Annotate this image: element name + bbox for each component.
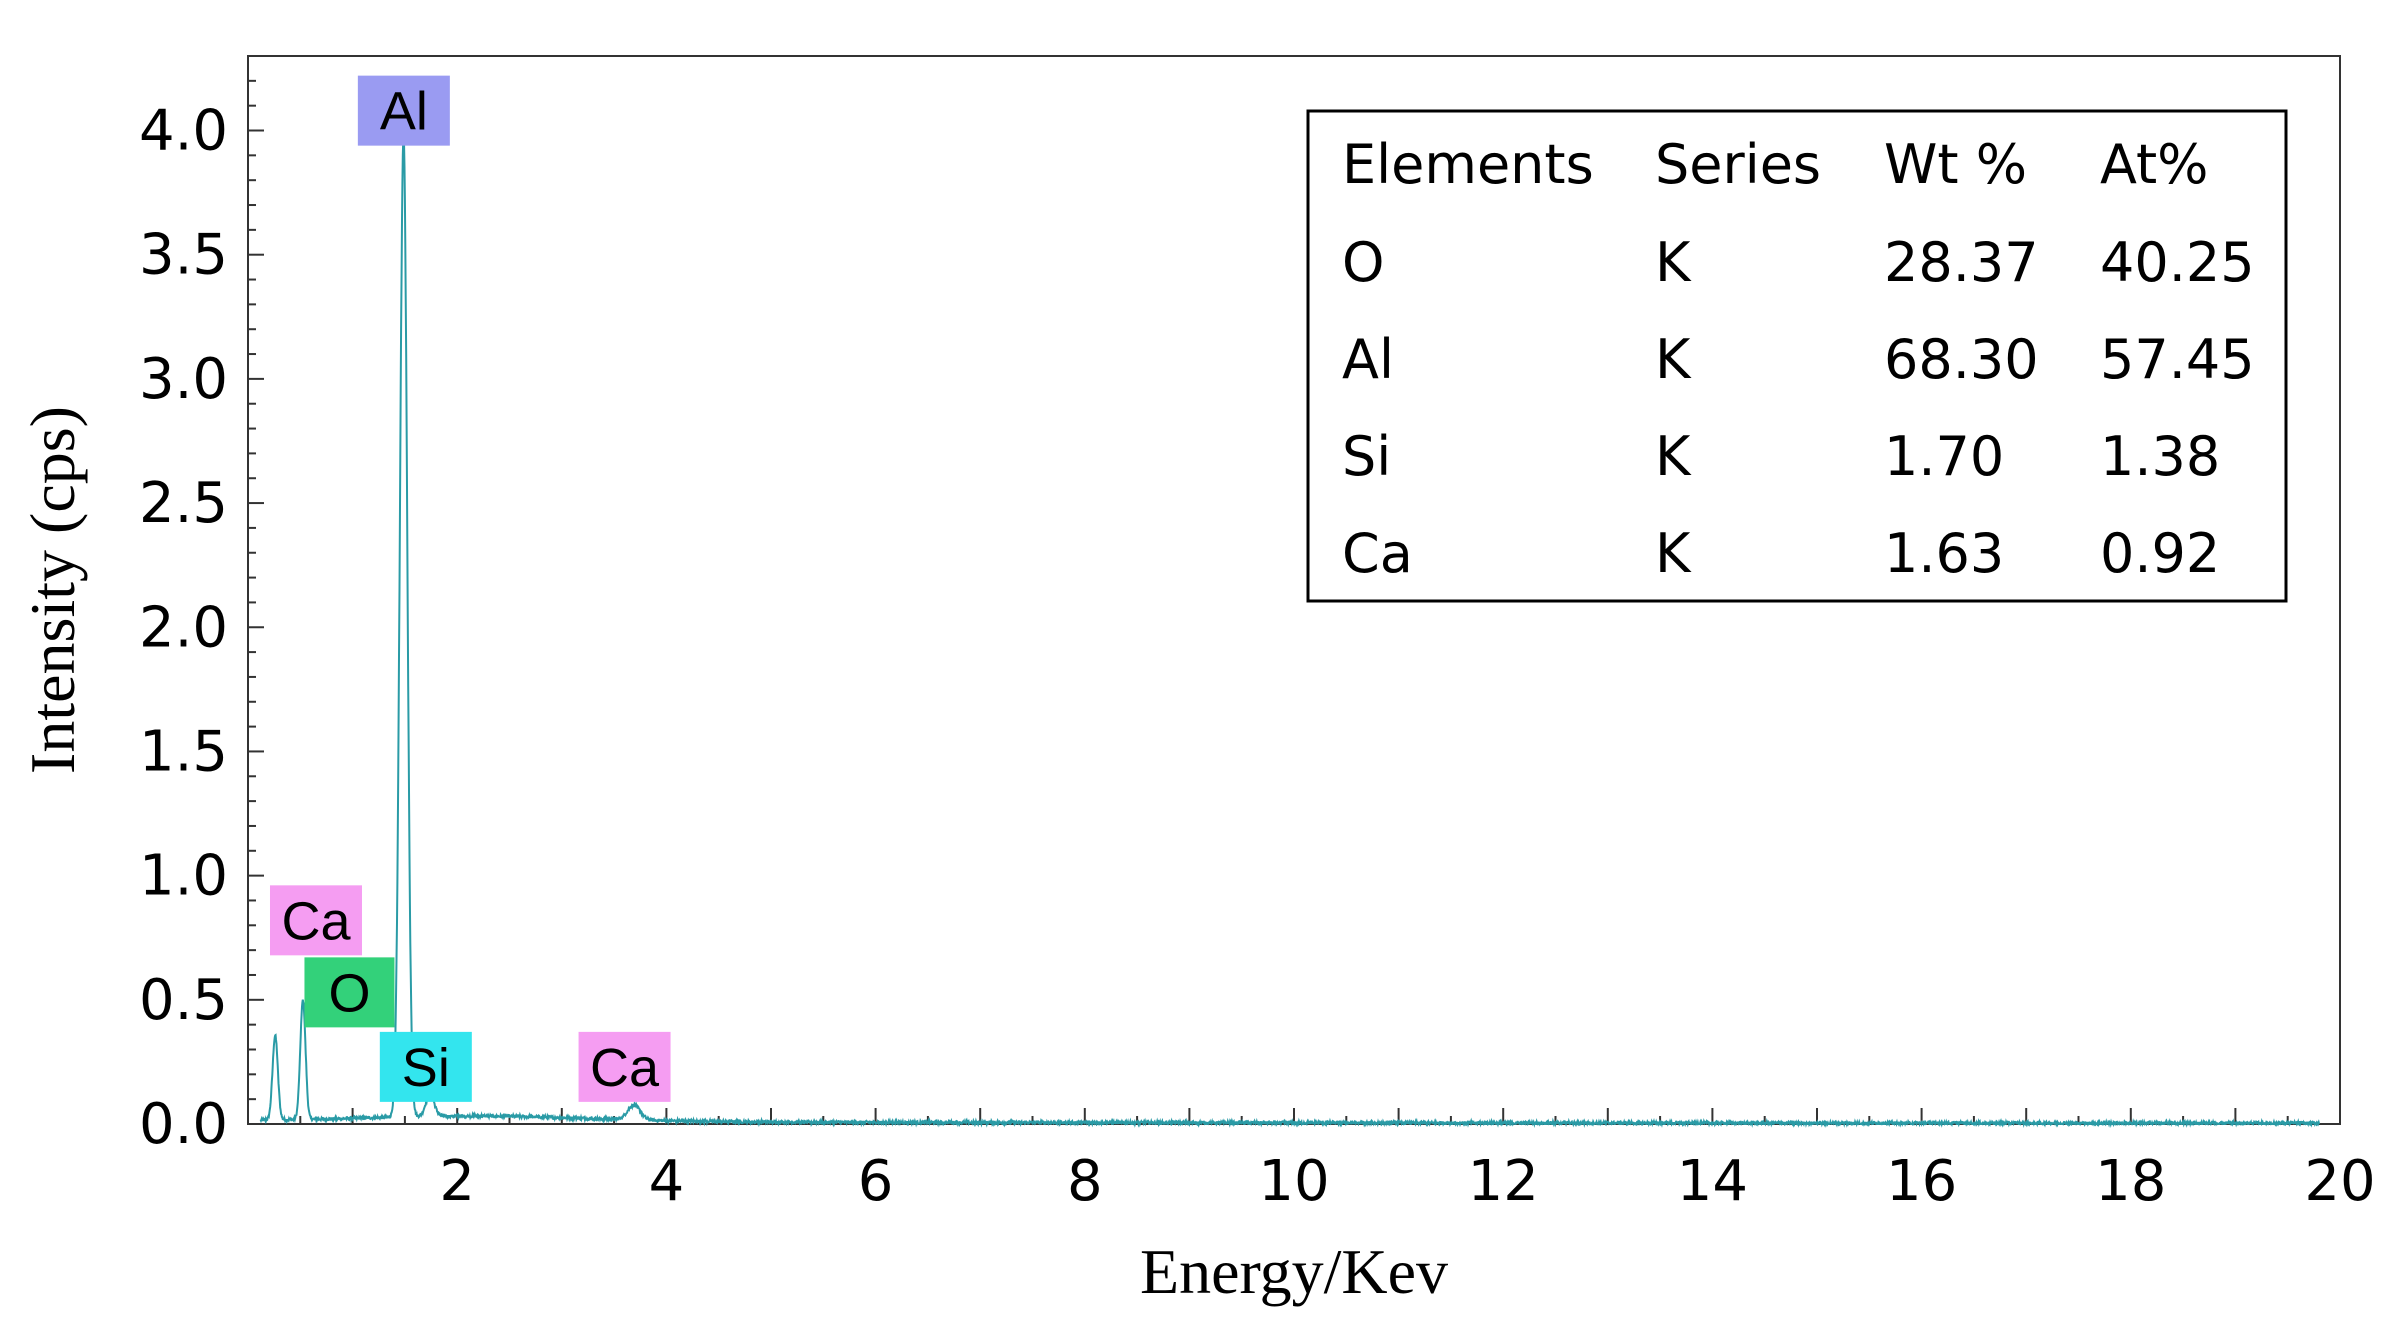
table-border (1306, 109, 2288, 603)
peak-label-box (357, 75, 450, 146)
table-cell: 28.37 (1884, 231, 2039, 294)
x-tick-label: 6 (858, 1149, 894, 1214)
peak-label-o: O (304, 957, 395, 1028)
y-tick-label: 2.0 (139, 595, 228, 660)
x-tick-label: 18 (2095, 1149, 2166, 1214)
composition-table: Elements Series Wt % At% O K 28.37 40.25 Al K 68.3… (1306, 109, 2288, 603)
table-cell: K (1655, 522, 1692, 585)
y-tick-label: 0.0 (139, 1092, 228, 1157)
y-axis-title: Intensity (cps) (17, 406, 88, 774)
peak-label-text: Ca (590, 1038, 660, 1098)
y-tick-label: 3.5 (139, 223, 228, 288)
x-tick-label: 2 (439, 1149, 475, 1214)
y-tick-label: 1.5 (139, 719, 228, 784)
table-cell: 1.70 (1884, 425, 2004, 488)
table-cell: K (1655, 328, 1692, 391)
peak-label-text: Ca (281, 891, 351, 951)
y-tick-label: 0.5 (139, 968, 228, 1033)
table-cell: K (1655, 425, 1692, 488)
peak-label-text: O (328, 963, 370, 1023)
peak-label-si: Si (379, 1031, 472, 1102)
y-tick-label: 2.5 (139, 471, 228, 536)
table-cell: 68.30 (1884, 328, 2039, 391)
table-cell: 1.63 (1884, 522, 2004, 585)
table-header-cell: At% (2100, 133, 2208, 196)
spectrum-series (259, 134, 2321, 1128)
x-tick-label: 4 (649, 1149, 685, 1214)
y-tick-label: 4.0 (139, 99, 228, 164)
table-header-cell: Wt % (1884, 133, 2027, 196)
y-axis: 0.0 0.5 1.0 1.5 2.0 2.5 3.0 3.5 4.0 (139, 79, 264, 1157)
peak-label-box (379, 1031, 472, 1102)
table-cell: O (1342, 231, 1385, 294)
x-tick-label: 20 (2304, 1149, 2375, 1214)
table-cell: 1.38 (2100, 425, 2220, 488)
peak-label-ca: Ca (269, 885, 362, 956)
table-cell: Al (1342, 328, 1394, 391)
x-tick-label: 16 (1886, 1149, 1957, 1214)
peak-labels: Al Ca O Si Ca (269, 75, 671, 1102)
x-axis-title: Energy/Kev (1140, 1236, 1448, 1307)
table-cell: Si (1342, 425, 1391, 488)
peak-label-text: Al (380, 82, 428, 142)
x-tick-label: 14 (1677, 1149, 1748, 1214)
spectrum-line (259, 134, 2321, 1128)
x-axis: 2 4 6 8 10 12 14 16 18 20 (247, 1108, 2376, 1214)
peak-label-box (304, 957, 395, 1028)
table-cell: 40.25 (2100, 231, 2255, 294)
table-cell: 57.45 (2100, 328, 2255, 391)
y-tick-label: 1.0 (139, 844, 228, 909)
table-header-cell: Elements (1342, 133, 1594, 196)
y-tick-label: 3.0 (139, 347, 228, 412)
table-header-cell: Series (1655, 133, 1821, 196)
table-cell: 0.92 (2100, 522, 2220, 585)
table-cell: Ca (1342, 522, 1413, 585)
peak-label-text: Si (402, 1038, 450, 1098)
peak-label-box (269, 885, 362, 956)
table-cell: K (1655, 231, 1692, 294)
x-tick-label: 8 (1067, 1149, 1103, 1214)
x-tick-label: 10 (1258, 1149, 1329, 1214)
x-tick-label: 12 (1468, 1149, 1539, 1214)
peak-label-al: Al (357, 75, 450, 146)
peak-label-box (578, 1031, 671, 1102)
peak-label-ca: Ca (578, 1031, 671, 1102)
